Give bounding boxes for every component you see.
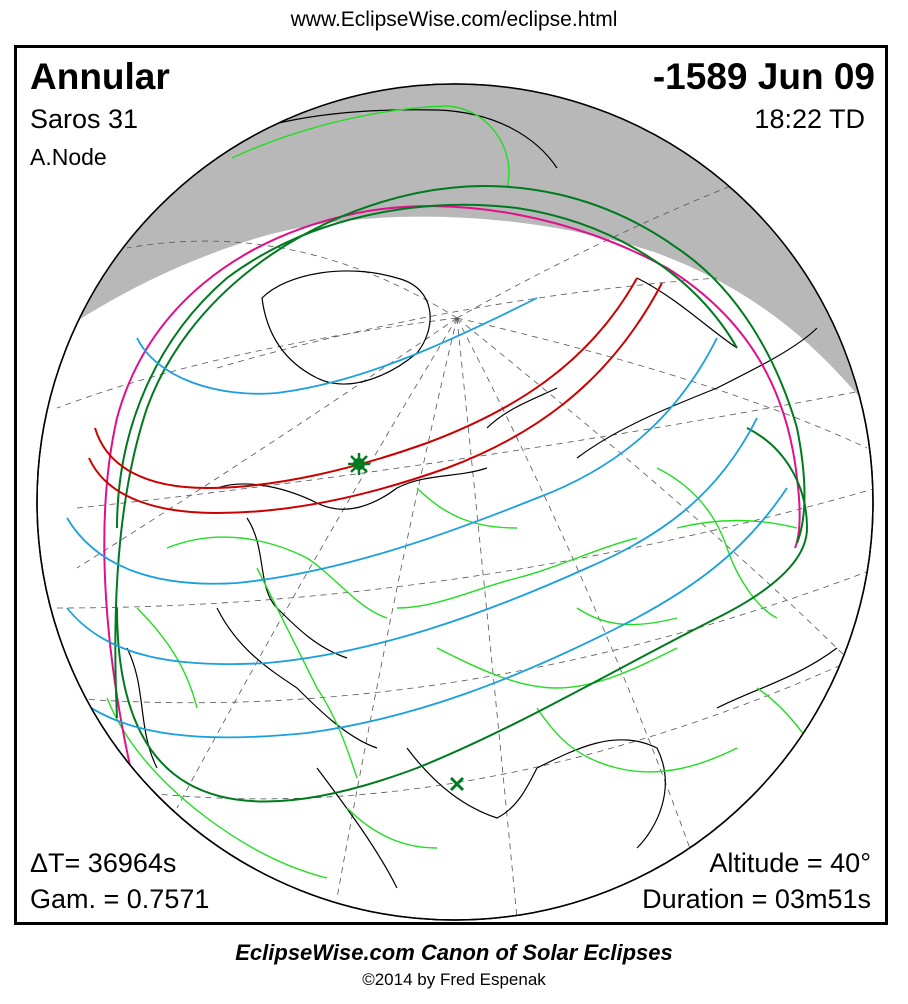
central-path bbox=[88, 277, 663, 515]
northern-limit bbox=[114, 185, 806, 719]
southern-limit bbox=[116, 203, 738, 529]
node-label: A.Node bbox=[30, 144, 107, 170]
graticule bbox=[56, 167, 873, 919]
rise-set-curve bbox=[103, 205, 801, 789]
time-contours bbox=[66, 297, 788, 739]
eclipse-map bbox=[36, 83, 874, 921]
delta-t: ΔT= 36964s bbox=[30, 848, 177, 878]
footer-title: EclipseWise.com Canon of Solar Eclipses bbox=[235, 940, 673, 965]
source-url: www.EclipseWise.com/eclipse.html bbox=[290, 8, 618, 31]
duration: Duration = 03m51s bbox=[642, 884, 871, 914]
eclipse-time: 18:22 TD bbox=[754, 104, 865, 134]
greatest-eclipse-marker bbox=[348, 453, 370, 475]
eclipse-map-panel: Annular -1589 Jun 09 Saros 31 18:22 TD A… bbox=[14, 45, 888, 925]
country-borders bbox=[106, 105, 828, 879]
outer-limit bbox=[116, 427, 809, 803]
eclipse-date: -1589 Jun 09 bbox=[652, 56, 875, 97]
subsolar-marker bbox=[449, 776, 465, 792]
gamma: Gam. = 0.7571 bbox=[30, 884, 210, 914]
altitude: Altitude = 40° bbox=[709, 848, 871, 878]
footer-copyright: ©2014 by Fred Espenak bbox=[362, 970, 546, 989]
saros-number: Saros 31 bbox=[30, 104, 139, 134]
eclipse-type: Annular bbox=[30, 56, 170, 97]
